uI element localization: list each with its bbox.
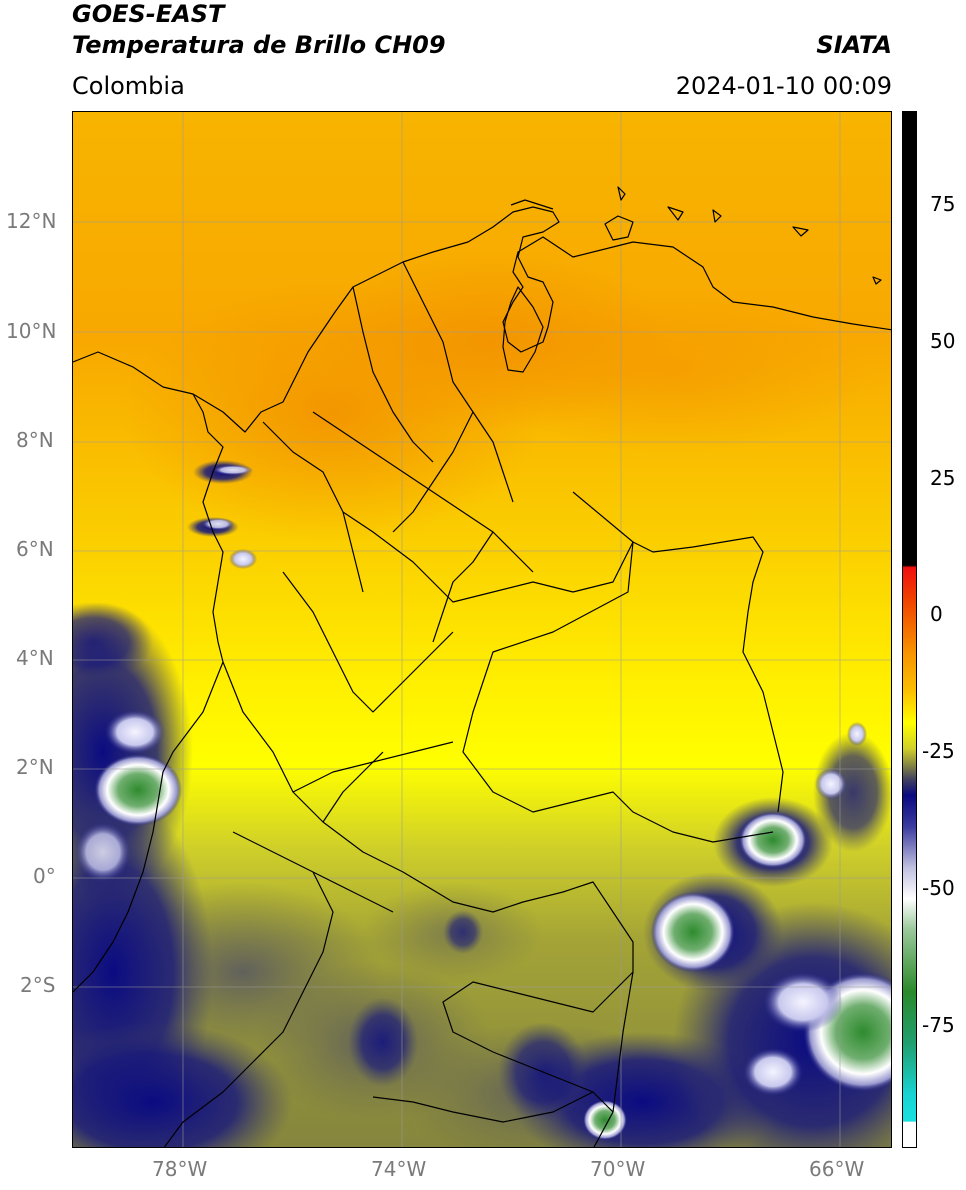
colorbar-tick-minus50: -50: [922, 876, 955, 900]
lat-label-0: 0°: [33, 864, 56, 888]
colorbar-gradient: [903, 112, 916, 1147]
lon-label-74w: 74°W: [371, 1157, 427, 1181]
lat-label-12n: 12°N: [6, 209, 57, 233]
colorbar-tick-75: 75: [930, 192, 956, 216]
lon-label-66w: 66°W: [809, 1157, 865, 1181]
subtitle-datetime: 2024-01-10 00:09: [675, 72, 892, 100]
title-product: Temperatura de Brillo CH09: [72, 31, 446, 59]
borders: [73, 186, 891, 1147]
title-satellite: GOES-EAST: [72, 0, 225, 28]
map-imagery: [73, 112, 891, 1147]
lon-label-78w: 78°W: [152, 1157, 208, 1181]
lat-label-6n: 6°N: [16, 537, 54, 561]
colorbar-tick-50: 50: [930, 329, 956, 353]
colorbar-tick-minus25: -25: [922, 739, 955, 763]
colorbar: [902, 111, 917, 1148]
colorbar-tick-minus75: -75: [922, 1013, 955, 1037]
lat-label-10n: 10°N: [6, 319, 57, 343]
graticule: [73, 112, 891, 1147]
lat-label-4n: 4°N: [16, 646, 54, 670]
lon-label-70w: 70°W: [590, 1157, 646, 1181]
lat-label-2n: 2°N: [16, 755, 54, 779]
lat-label-8n: 8°N: [16, 428, 54, 452]
title-source: SIATA: [816, 31, 892, 59]
satellite-map[interactable]: [72, 111, 892, 1148]
lat-label-2s: 2°S: [20, 973, 56, 997]
colorbar-tick-25: 25: [930, 466, 956, 490]
subtitle-region: Colombia: [72, 72, 185, 100]
colorbar-tick-0: 0: [930, 602, 943, 626]
